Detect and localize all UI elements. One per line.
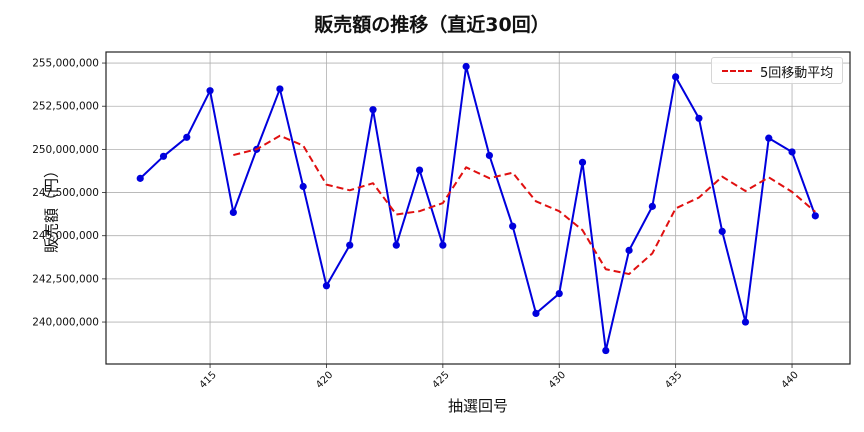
data-point-marker — [136, 174, 144, 182]
x-axis-label: 抽選回号 — [447, 397, 509, 415]
data-point-marker — [276, 85, 284, 93]
data-point-marker — [811, 212, 819, 220]
y-tick-label: 247,500,000 — [32, 187, 99, 199]
y-tick-label: 252,500,000 — [32, 101, 99, 113]
data-point-marker — [322, 282, 331, 290]
data-point-marker — [485, 151, 494, 160]
data-point-marker — [159, 152, 168, 160]
data-point-marker — [532, 309, 540, 318]
data-point-marker — [672, 73, 680, 81]
data-point-marker — [788, 148, 796, 156]
y-axis-label: 販売額（円） — [42, 162, 61, 254]
data-point-marker — [206, 87, 214, 95]
x-tick-label: 420 — [314, 370, 335, 391]
data-point-marker — [718, 227, 726, 235]
x-axis-ticks: 415 420 425 430 435 440 — [198, 364, 801, 391]
data-point-marker — [695, 114, 703, 122]
data-point-marker — [369, 106, 377, 114]
x-tick-label: 440 — [780, 370, 801, 391]
data-point-marker — [299, 182, 307, 191]
data-point-marker — [509, 222, 517, 230]
y-axis-ticks: 240,000,000 242,500,000 245,000,000 247,500… — [32, 58, 106, 329]
data-point-marker — [415, 166, 424, 174]
data-point-marker — [229, 208, 237, 217]
data-point-marker — [578, 158, 587, 166]
x-tick-label: 430 — [547, 370, 568, 391]
grid-lines — [106, 52, 850, 364]
data-point-marker — [625, 246, 633, 254]
legend-dashed-line-icon — [722, 70, 752, 72]
data-point-marker — [346, 241, 354, 249]
sales-line — [139, 65, 817, 352]
chart-legend: 5回移動平均 — [711, 57, 843, 84]
legend-label-moving-average: 5回移動平均 — [760, 66, 834, 81]
data-point-marker — [439, 241, 447, 249]
x-tick-label: 425 — [430, 370, 451, 391]
moving-average-line — [233, 134, 816, 276]
y-tick-label: 255,000,000 — [32, 58, 99, 70]
data-point-marker — [183, 133, 191, 141]
x-tick-label: 415 — [198, 370, 219, 391]
x-tick-label: 435 — [663, 370, 684, 391]
data-point-marker — [462, 62, 470, 71]
y-tick-label: 240,000,000 — [32, 317, 99, 329]
chart-title: 販売額の推移（直近30回） — [314, 14, 550, 36]
data-point-marker — [741, 318, 750, 326]
data-point-marker — [765, 134, 773, 142]
plot-frame — [105, 51, 851, 365]
data-point-marker — [392, 241, 400, 249]
data-point-marker — [555, 289, 563, 298]
y-tick-label: 242,500,000 — [32, 273, 99, 285]
y-tick-label: 250,000,000 — [32, 144, 99, 156]
data-point-marker — [602, 346, 610, 355]
y-tick-label: 245,000,000 — [32, 230, 99, 242]
data-point-marker — [648, 202, 656, 210]
series-lines — [136, 62, 819, 355]
